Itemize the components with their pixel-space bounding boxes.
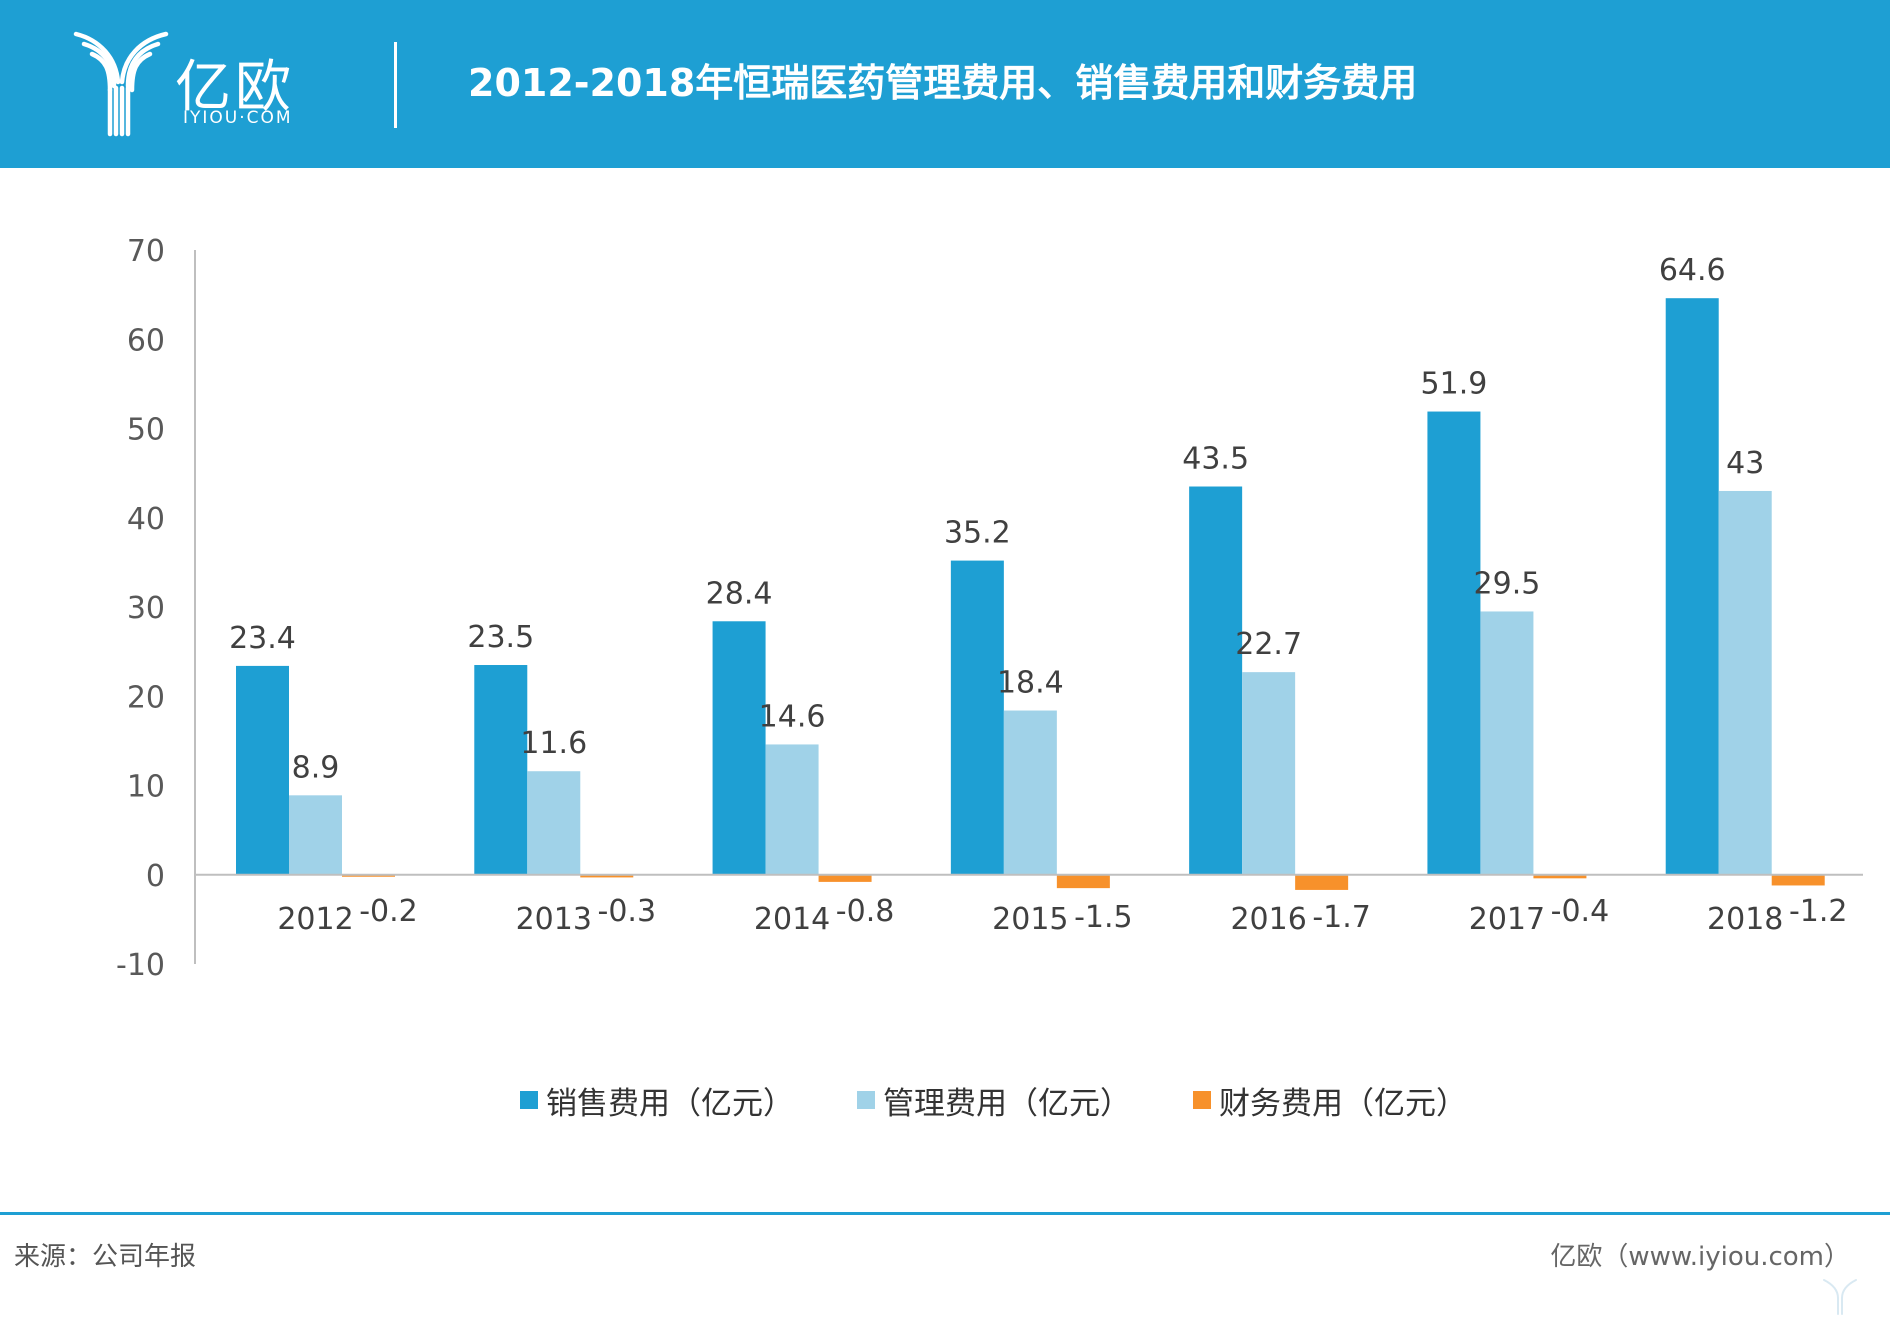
legend-swatch: [1193, 1091, 1211, 1109]
page-title: 2012-2018年恒瑞医药管理费用、销售费用和财务费用: [468, 61, 1418, 105]
y-tick-label: -10: [116, 948, 165, 983]
x-tick-label: 2016: [1230, 902, 1306, 937]
y-tick-label: 60: [127, 323, 165, 358]
bar-sales-2012: [236, 665, 289, 875]
legend-label: 管理费用（亿元）: [883, 1085, 1131, 1122]
bar-admin-2014: [765, 744, 819, 875]
legend-item-sales: 销售费用（亿元）: [520, 1080, 794, 1122]
data-label: 11.6: [520, 726, 587, 761]
y-tick-label: 50: [127, 413, 165, 448]
header-divider: [394, 42, 397, 128]
source-text: 来源：公司年报: [14, 1242, 197, 1272]
legend-swatch: [857, 1091, 875, 1109]
data-label: 14.6: [759, 699, 826, 734]
bar-sales-2014: [712, 621, 766, 875]
y-tick-label: 10: [127, 770, 165, 805]
site-text: 亿欧（www.iyiou.com）: [1550, 1242, 1850, 1272]
legend-label: 财务费用（亿元）: [1219, 1085, 1467, 1122]
bar-admin-2016: [1242, 672, 1296, 875]
data-label: -1.7: [1312, 900, 1371, 935]
bar-sales-2018: [1665, 298, 1719, 875]
legend-label: 销售费用（亿元）: [546, 1085, 794, 1122]
bar-finance-2016: [1295, 874, 1349, 890]
legend-swatch: [520, 1091, 538, 1109]
logo-domain: IYIOU·COM: [183, 108, 293, 128]
data-label: -0.2: [359, 894, 418, 929]
y-tick-label: 0: [146, 859, 165, 894]
data-label: 23.5: [467, 620, 534, 655]
y-tick-label: 40: [127, 502, 165, 537]
x-tick-label: 2017: [1469, 902, 1545, 937]
data-label: -1.5: [1074, 900, 1133, 935]
iyiou-logo-icon: [73, 31, 169, 137]
data-label: 18.4: [997, 666, 1064, 701]
data-label: 43: [1726, 446, 1764, 481]
bar-admin-2017: [1480, 611, 1534, 875]
bar-sales-2013: [474, 665, 528, 875]
x-axis-labels: 2012 2013 2014 2015 2016 2017 2018: [277, 902, 1783, 937]
y-axis-ticks: 70 60 50 40 30 20 10 0 -10: [116, 234, 165, 983]
bar-admin-2015: [1003, 710, 1057, 875]
bar-admin-2018: [1718, 490, 1772, 875]
logo-wordmark: 亿欧: [175, 55, 295, 120]
bar-finance-2013: [580, 874, 634, 878]
data-label: 64.6: [1659, 253, 1726, 288]
x-tick-label: 2018: [1707, 902, 1783, 937]
y-tick-label: 30: [127, 591, 165, 626]
data-label: 28.4: [706, 576, 773, 611]
data-labels: 23.4 8.9 -0.2 23.5 11.6 -0.3 28.4 14.6 -0.8 35.2 1…: [229, 253, 1847, 935]
bar-admin-2013: [527, 771, 581, 875]
bar-finance-2014: [818, 874, 872, 882]
data-label: -0.3: [598, 894, 657, 929]
data-label: -1.2: [1789, 894, 1848, 929]
bar-finance-2017: [1533, 874, 1587, 879]
bar-sales-2015: [950, 560, 1004, 875]
legend-item-admin: 管理费用（亿元）: [857, 1080, 1131, 1122]
data-label: 35.2: [944, 516, 1011, 551]
bar-finance-2018: [1771, 874, 1825, 886]
x-tick-label: 2014: [754, 902, 830, 937]
bar-sales-2016: [1189, 486, 1243, 875]
data-label: 8.9: [292, 750, 340, 785]
data-label: 29.5: [1474, 566, 1541, 601]
watermark-logo-icon: [1823, 1279, 1857, 1315]
data-label: 43.5: [1182, 442, 1249, 477]
y-tick-label: 70: [127, 234, 165, 269]
bars: [236, 298, 1825, 890]
x-tick-label: 2013: [516, 902, 592, 937]
bar-finance-2015: [1056, 874, 1110, 889]
data-label: -0.4: [1551, 894, 1610, 929]
footer-rule: [0, 1212, 1890, 1215]
x-tick-label: 2012: [277, 902, 353, 937]
legend: 销售费用（亿元） 管理费用（亿元） 财务费用（亿元）: [0, 1080, 1890, 1122]
data-label: 51.9: [1421, 367, 1488, 402]
header-banner: 亿欧 IYIOU·COM 2012-2018年恒瑞医药管理费用、销售费用和财务费…: [0, 0, 1890, 168]
bar-sales-2017: [1427, 411, 1481, 875]
data-label: 22.7: [1235, 627, 1302, 662]
data-label: -0.8: [836, 894, 895, 929]
data-label: 23.4: [229, 621, 296, 656]
legend-item-finance: 财务费用（亿元）: [1193, 1080, 1467, 1122]
y-tick-label: 20: [127, 680, 165, 715]
x-tick-label: 2015: [992, 902, 1068, 937]
bar-admin-2012: [289, 795, 342, 875]
